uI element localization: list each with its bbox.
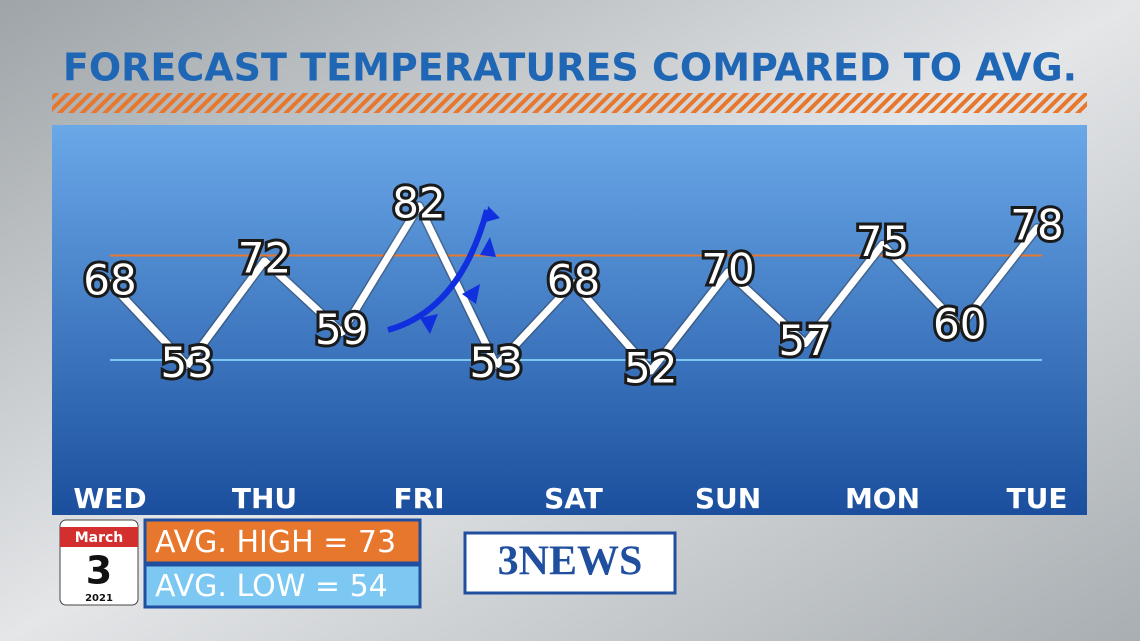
data-label: 52 <box>624 344 677 393</box>
data-label: 78 <box>1010 201 1063 250</box>
stripe <box>52 93 1087 113</box>
data-label: 53 <box>161 338 214 387</box>
calendar-header <box>60 527 138 547</box>
data-label: 57 <box>779 316 832 365</box>
data-label: 59 <box>315 305 368 354</box>
avg-low-box <box>143 563 422 609</box>
front-marker <box>420 206 500 334</box>
chart-title: FORECAST TEMPERATURES COMPARED TO AVG. <box>63 46 1077 90</box>
logo-box <box>463 531 677 595</box>
data-label: 68 <box>547 256 600 305</box>
temp-line <box>106 202 1041 375</box>
x-tick-label: FRI <box>393 482 444 515</box>
avg-low-label: AVG. LOW = 54 <box>155 569 388 604</box>
year: 2021 <box>85 593 113 604</box>
data-label: 70 <box>701 245 754 294</box>
avg-high-label: AVG. HIGH = 73 <box>155 525 396 560</box>
x-tick-label: MON <box>845 482 920 515</box>
logo: 3NEWS <box>498 539 643 585</box>
data-label: 60 <box>933 300 986 349</box>
avg-high-box <box>143 518 422 565</box>
x-tick-label: SUN <box>695 482 761 515</box>
data-label: 75 <box>856 217 909 266</box>
data-label: 68 <box>83 256 136 305</box>
plot-panel <box>52 125 1087 515</box>
x-tick-label: SAT <box>544 482 603 515</box>
data-label: 72 <box>238 234 291 283</box>
data-label: 82 <box>392 179 445 228</box>
day: 3 <box>86 549 112 593</box>
month: March <box>75 530 124 546</box>
avg-high-text: AVG. HIGH = <box>155 525 348 560</box>
cold-front <box>387 209 490 333</box>
avg-low-value: 54 <box>350 569 388 604</box>
x-tick-label: WED <box>73 482 146 515</box>
x-tick-label: THU <box>232 482 297 515</box>
x-tick-label: TUE <box>1007 482 1068 515</box>
avg-high-value: 73 <box>358 525 396 560</box>
data-label: 53 <box>470 338 523 387</box>
avg-low-text: AVG. LOW = <box>155 569 340 604</box>
